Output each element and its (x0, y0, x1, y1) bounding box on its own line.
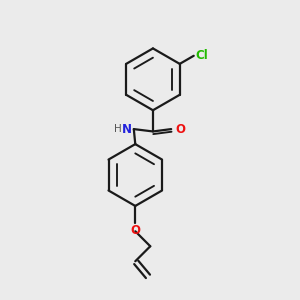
Text: N: N (122, 123, 132, 136)
Text: O: O (130, 224, 140, 238)
Text: H: H (114, 124, 122, 134)
Text: O: O (175, 123, 185, 136)
Text: Cl: Cl (196, 49, 208, 62)
